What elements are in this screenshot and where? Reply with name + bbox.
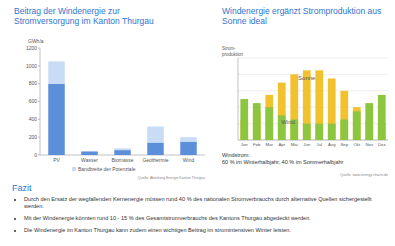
x-tick-label: Sep	[340, 142, 348, 147]
fazit-bullet: Die Windenergie im Kanton Thurgau kann z…	[24, 227, 387, 234]
y-tick	[38, 101, 40, 102]
series-label: Wind	[281, 119, 295, 125]
bar	[180, 137, 197, 141]
bar	[48, 61, 65, 83]
y-axis-label-line: Strom-	[222, 46, 236, 51]
bar	[240, 99, 248, 140]
bar	[265, 107, 273, 140]
annotation: Windstrom:	[222, 152, 250, 158]
bar	[315, 70, 323, 140]
bar	[340, 120, 348, 141]
y-tick	[38, 137, 40, 138]
y-tick	[38, 65, 40, 66]
source: Quelle: www.energy-charts.de	[340, 173, 388, 177]
y-tick	[38, 155, 40, 156]
y-tick-label: 1000	[26, 63, 37, 69]
chart-title-line: Beitrag der Windenergie zur	[14, 6, 120, 16]
bar	[315, 124, 323, 140]
y-tick	[38, 48, 40, 49]
x-tick-label: Jan	[241, 142, 249, 147]
bar	[114, 150, 131, 155]
x-tick-label: Nov	[365, 142, 373, 147]
y-axis-label-line: produktion	[222, 52, 244, 57]
bar	[81, 151, 98, 155]
x-tick-label: Mar	[266, 142, 274, 147]
bar	[378, 95, 386, 140]
fazit-title: Fazit	[12, 183, 387, 193]
chart-title-line: Stromversorgung im Kanton Thurgau	[14, 16, 154, 26]
bar	[114, 148, 131, 150]
bar	[81, 151, 98, 152]
x-tick-label: Apr	[278, 142, 285, 147]
y-tick-label: 0	[34, 152, 37, 158]
bar	[328, 124, 336, 140]
y-tick-label: 800	[29, 80, 38, 86]
bar	[328, 79, 336, 141]
bar	[48, 84, 65, 155]
y-tick	[38, 83, 40, 84]
bar	[303, 124, 311, 140]
x-tick-label: Wasser	[81, 157, 98, 163]
y-tick-label: 200	[29, 134, 38, 140]
fazit: Fazit Durch den Ersatz der wegfallenden K…	[12, 183, 387, 239]
series-label: Sonne	[298, 75, 316, 81]
grid-line	[238, 58, 388, 59]
x-tick-label: Okt	[353, 142, 360, 147]
fazit-bullet: Mit der Windenergie könnten rund 10 - 15…	[24, 215, 387, 222]
source: Quelle: Abteilung Energie Kanton Thurgau	[138, 176, 205, 180]
bar	[290, 74, 298, 140]
bar	[265, 95, 273, 140]
x-tick-label: Geothermie	[142, 157, 168, 163]
y-axis-label: Strom-produktion	[222, 46, 244, 57]
y-axis-label: GWh/a	[28, 38, 44, 44]
bar	[365, 103, 373, 140]
bar	[147, 143, 164, 155]
fazit-list: Durch den Ersatz der wegfallenden Kernen…	[12, 196, 387, 234]
chart-title: Beitrag der Windenergie zurStromversorgu…	[14, 6, 154, 26]
y-axis	[238, 58, 239, 140]
chart-title-line: Sonne ideal	[222, 16, 267, 26]
chart-title-line: Windenergie ergänzt Stromproduktion aus	[222, 6, 381, 16]
x-tick-label: Aug	[328, 142, 336, 147]
fazit-bullet: Durch den Ersatz der wegfallenden Kernen…	[24, 196, 387, 210]
x-tick-label: Jun	[303, 142, 311, 147]
y-tick-label: 600	[29, 98, 38, 104]
annotation: 60 % im Winterhalbjahr, 40 % im Sommerha…	[222, 159, 344, 165]
y-tick	[38, 119, 40, 120]
slide: Beitrag der Windenergie zurStromversorgu…	[0, 0, 395, 246]
legend-swatch	[72, 167, 76, 171]
grid-line	[238, 90, 388, 91]
bar	[278, 83, 286, 140]
bar	[353, 111, 361, 140]
bars	[240, 70, 385, 140]
bars	[48, 61, 197, 155]
x-tick-label: Jul	[317, 142, 323, 147]
y-tick-label: 1200	[26, 45, 37, 51]
legend-label: Bandbreite der Potenziale	[78, 166, 136, 172]
chart-title: Windenergie ergänzt Stromproduktion ausS…	[222, 6, 381, 26]
bar	[147, 126, 164, 142]
bar	[253, 103, 261, 140]
x-tick-label: PV	[53, 157, 60, 163]
x-tick-label: Feb	[253, 142, 261, 147]
bar	[353, 107, 361, 140]
bar	[340, 91, 348, 140]
y-tick-label: 400	[29, 116, 38, 122]
x-tick-label: Dez	[378, 142, 386, 147]
x-tick-label: Wind	[183, 157, 195, 163]
bar	[180, 142, 197, 155]
x-tick-label: Biomasse	[112, 157, 134, 163]
x-tick-label: Mai	[291, 142, 298, 147]
